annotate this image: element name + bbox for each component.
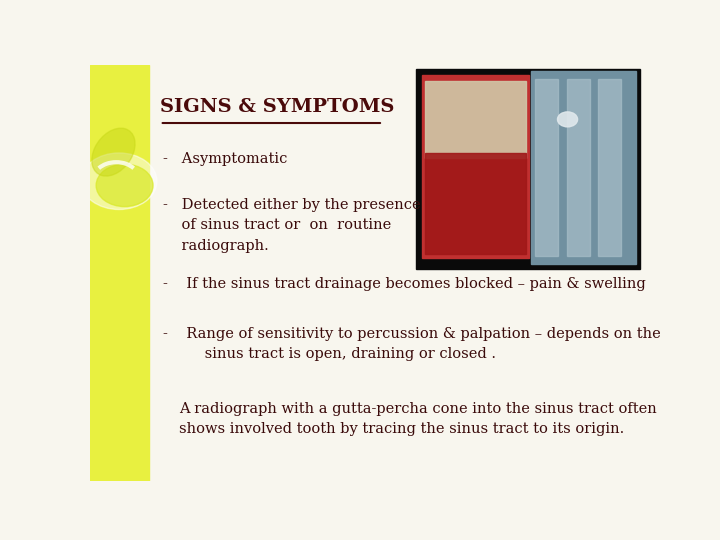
- Circle shape: [81, 153, 157, 210]
- Bar: [422, 75, 529, 258]
- Text: A radiograph with a gutta-percha cone into the sinus tract often
shows involved : A radiograph with a gutta-percha cone in…: [179, 402, 657, 436]
- Bar: [90, 65, 148, 481]
- Circle shape: [557, 112, 577, 127]
- Bar: [416, 69, 639, 268]
- Text: SIGNS & SYMPTOMS: SIGNS & SYMPTOMS: [160, 98, 394, 116]
- Bar: [531, 71, 636, 265]
- Ellipse shape: [92, 128, 135, 176]
- Text: -   Asymptomatic: - Asymptomatic: [163, 152, 287, 166]
- Text: -   Detected either by the presence
    of sinus tract or  on  routine
    radio: - Detected either by the presence of sin…: [163, 198, 420, 253]
- Text: -    Range of sensitivity to percussion & palpation – depends on the
         si: - Range of sensitivity to percussion & p…: [163, 327, 660, 361]
- Text: -    If the sinus tract drainage becomes blocked – pain & swelling: - If the sinus tract drainage becomes bl…: [163, 277, 645, 291]
- Bar: [425, 80, 526, 158]
- Bar: [567, 79, 590, 256]
- Bar: [425, 153, 526, 254]
- Bar: [535, 79, 559, 256]
- Circle shape: [96, 164, 153, 207]
- Bar: [598, 79, 621, 256]
